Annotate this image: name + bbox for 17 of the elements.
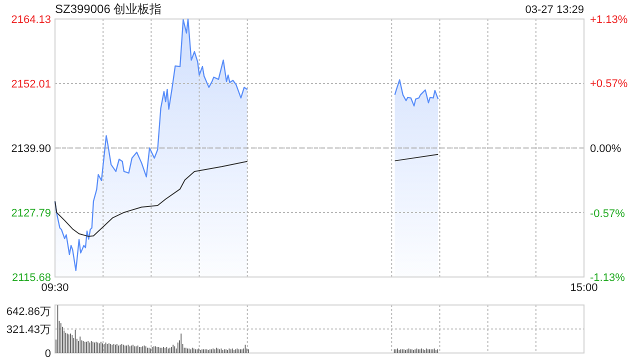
y2-tick-label: -0.57% — [590, 208, 626, 220]
y-tick-label: 2115.68 — [12, 272, 51, 284]
text: 03-27 13:29 — [525, 4, 584, 16]
y-tick-label: 0 — [44, 348, 51, 360]
y2-tick-label: +0.57% — [590, 78, 628, 90]
y2-tick-label: 0.00% — [590, 143, 622, 155]
x-tick-label: 09:30 — [41, 282, 69, 294]
y-tick-label: 2127.79 — [11, 208, 51, 220]
y-tick-label: 642.86万 — [6, 306, 51, 318]
y-tick-label: 2139.90 — [11, 143, 51, 156]
chart-title: SZ399006 创业板指 — [55, 2, 162, 16]
y-tick-label: 321.43万 — [6, 324, 51, 336]
y2-tick-label: +1.13% — [590, 14, 628, 26]
y-tick-label: 2152.01 — [11, 78, 51, 91]
y-tick-label: 2164.13 — [11, 14, 51, 26]
x-tick-label: 15:00 — [570, 282, 598, 294]
y2-tick-label: -1.13% — [590, 272, 626, 284]
